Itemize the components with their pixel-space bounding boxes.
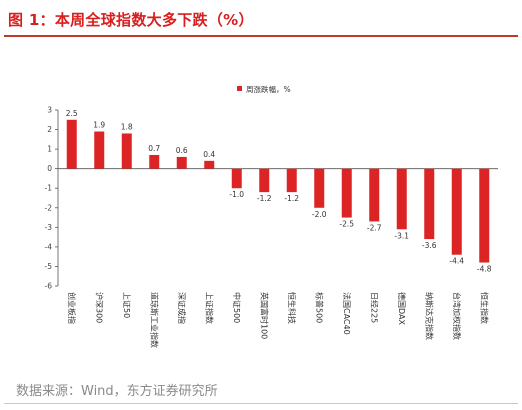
bar xyxy=(149,154,160,169)
bar-value-label: 1.8 xyxy=(121,122,133,131)
y-tick-label: 0 xyxy=(47,164,52,173)
figure-title: 图 1：本周全球指数大多下跌（%） xyxy=(8,11,254,29)
y-tick-label: -1 xyxy=(45,184,53,193)
title-divider xyxy=(4,35,518,37)
x-category-label: 恒生指数 xyxy=(479,292,489,324)
y-tick-label: 1 xyxy=(47,145,52,154)
x-category-label: 上证50 xyxy=(122,292,131,318)
bar-value-label: -1.0 xyxy=(229,190,244,199)
bar xyxy=(231,168,242,189)
bar-value-label: 0.7 xyxy=(148,144,160,153)
bar-value-label: -2.7 xyxy=(367,223,382,232)
x-category-label: 英国富时100 xyxy=(259,292,269,339)
bar-value-label: -4.8 xyxy=(477,265,492,274)
y-tick-label: 2 xyxy=(47,125,52,134)
bar-value-label: -3.6 xyxy=(422,241,437,250)
legend-label: 周涨跌幅，% xyxy=(246,84,291,94)
x-category-label: 台湾加权指数 xyxy=(452,292,462,340)
bar xyxy=(369,168,380,222)
x-category-label: 德国DAX xyxy=(397,292,407,325)
bar xyxy=(341,168,352,218)
footer-divider xyxy=(4,403,518,404)
bar xyxy=(396,168,407,230)
x-category-label: 沪深300 xyxy=(94,292,104,323)
bar xyxy=(424,168,435,240)
bar-value-label: -1.2 xyxy=(284,194,299,203)
bar-value-label: 0.4 xyxy=(203,150,215,159)
bar-value-label: 2.5 xyxy=(66,109,78,118)
x-category-label: 法国CAC40 xyxy=(342,292,352,335)
y-tick-label: -2 xyxy=(45,203,53,212)
x-category-label: 道琼斯工业指数 xyxy=(149,292,159,348)
bar xyxy=(451,168,462,255)
bar-value-label: -3.1 xyxy=(394,231,409,240)
bar xyxy=(176,156,187,169)
bar-value-label: -2.0 xyxy=(312,210,327,219)
x-category-label: 恒生科技 xyxy=(287,292,297,324)
bar-value-label: 0.6 xyxy=(176,146,188,155)
x-category-label: 纳斯达克指数 xyxy=(424,292,434,340)
x-category-label: 上证指数 xyxy=(204,292,214,324)
bar xyxy=(66,119,77,169)
x-category-label: 标普500 xyxy=(314,292,324,323)
y-tick-label: -4 xyxy=(45,242,53,251)
y-tick-label: -6 xyxy=(45,282,53,291)
data-source: 数据来源：Wind，东方证券研究所 xyxy=(16,384,218,399)
x-category-label: 中证500 xyxy=(232,292,242,323)
x-category-label: 创业板指 xyxy=(67,292,77,324)
bar-value-label: 1.9 xyxy=(93,121,105,130)
bar-chart: 周涨跌幅，% 3 2 1 0 -1 -2 -3 -4 -5 -6 2.5 创业板指 1.9 沪深300 1.8… xyxy=(45,84,498,348)
bar xyxy=(121,133,132,169)
y-tick-label: 3 xyxy=(47,106,52,115)
bar-value-label: -1.2 xyxy=(257,194,272,203)
bar xyxy=(479,168,490,263)
y-tick-label: -5 xyxy=(45,262,53,271)
bar xyxy=(259,168,270,193)
bar-value-label: -2.5 xyxy=(339,220,354,229)
y-tick-label: -3 xyxy=(45,223,53,232)
bar xyxy=(94,131,105,169)
x-category-label: 日经225 xyxy=(369,292,379,323)
x-category-label: 深证成指 xyxy=(177,292,187,324)
bar xyxy=(314,168,325,208)
bar xyxy=(286,168,297,193)
bar-value-label: -4.4 xyxy=(449,257,464,266)
legend-swatch xyxy=(237,86,242,91)
bar xyxy=(204,160,215,169)
